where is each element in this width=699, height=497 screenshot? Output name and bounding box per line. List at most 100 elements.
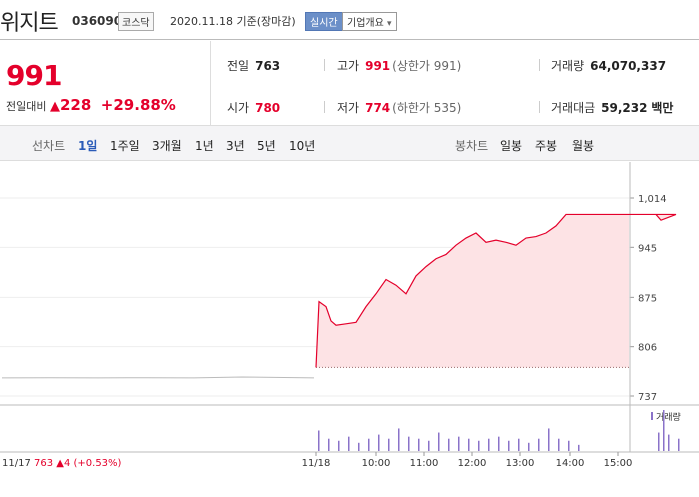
- price-area-fill: [316, 214, 676, 368]
- volume-legend: 거래량: [656, 411, 681, 423]
- market-badge: 코스닥: [118, 12, 154, 31]
- volume-bar: [448, 438, 450, 451]
- low-price-label: 저가: [337, 101, 360, 115]
- volume-bar: [318, 430, 320, 451]
- period-10y[interactable]: 10년: [289, 139, 316, 153]
- price-summary: 전일 763 고가 991 (상한가 991) 거래량 64,070,337 시가 780…: [210, 41, 699, 125]
- volume: 거래량 64,070,337: [551, 57, 666, 74]
- stock-header: 위지트 036090 코스닥 2020.11.18 기준(장마감) 실시간 기업…: [0, 0, 699, 40]
- x-tick-label: 10:00: [362, 458, 391, 469]
- volume-bar: [508, 440, 510, 451]
- prev-close-value: 763: [255, 59, 281, 73]
- current-price: 991: [6, 59, 62, 92]
- volume-bar: [538, 438, 540, 451]
- volume-bar: [528, 442, 530, 451]
- low-price: 저가 774 (하한가 535): [337, 99, 461, 116]
- period-3y[interactable]: 3년: [226, 139, 245, 153]
- prev-close: 전일 763: [227, 57, 280, 74]
- stock-name: 위지트: [0, 11, 59, 36]
- volume-bar: [408, 436, 410, 451]
- change-row: 전일대비 ▲228 +29.88%: [6, 96, 176, 114]
- volume-bar: [358, 442, 360, 451]
- x-tick-label: 11/18: [302, 458, 331, 469]
- price-chart[interactable]: 1,014 945 875 806 737 거래량 11/18 10:00 11:00 12:…: [0, 162, 699, 493]
- x-tick-label: 11:00: [410, 458, 439, 469]
- volume-bar: [428, 440, 430, 451]
- period-1y[interactable]: 1년: [195, 139, 214, 153]
- trade-amount-value: 59,232: [601, 101, 648, 115]
- company-overview-button[interactable]: 기업개요 ▾: [342, 12, 397, 31]
- candle-monthly[interactable]: 월봉: [572, 139, 595, 153]
- volume-bar: [478, 440, 480, 451]
- chevron-down-icon: ▾: [387, 19, 392, 29]
- company-overview-label: 기업개요: [347, 18, 384, 29]
- volume-bar: [368, 438, 370, 451]
- chart-toolbar: 선차트 1일 1주일 3개월 1년 3년 5년 10년 봉차트 일봉 주봉 월봉: [0, 125, 699, 161]
- high-price-label: 고가: [337, 59, 360, 73]
- volume-value: 64,070,337: [590, 59, 667, 73]
- open-price: 시가 780: [227, 99, 280, 116]
- y-tick-label: 737: [638, 392, 657, 403]
- volume-bar: [388, 438, 390, 451]
- volume-bar: [568, 440, 570, 451]
- line-chart-label: 선차트: [32, 139, 66, 153]
- volume-bar: [328, 438, 330, 451]
- high-price: 고가 991 (상한가 991): [337, 57, 461, 74]
- change-value: 228: [59, 96, 92, 114]
- volume-bar: [378, 434, 380, 451]
- period-5y[interactable]: 5년: [257, 139, 276, 153]
- chart-svg: 1,014 945 875 806 737 거래량 11/18 10:00 11:00 12:…: [0, 162, 699, 469]
- volume-bar: [438, 432, 440, 451]
- volume-bar: [548, 428, 550, 451]
- prev-day-label: 11/17: [2, 458, 31, 469]
- prev-day-line: [1, 376, 315, 379]
- volume-label: 거래량: [551, 59, 585, 73]
- x-tick-label: 15:00: [604, 458, 633, 469]
- volume-bar: [668, 434, 670, 451]
- volume-bar: [663, 410, 665, 451]
- period-3m[interactable]: 3개월: [152, 139, 182, 153]
- volume-bar: [658, 432, 660, 451]
- upper-limit: (상한가 991): [392, 59, 462, 73]
- realtime-button[interactable]: 실시간: [305, 12, 343, 31]
- open-price-value: 780: [255, 101, 281, 115]
- trade-amount-label: 거래대금: [551, 101, 596, 115]
- volume-bar: [468, 438, 470, 451]
- up-arrow-icon: ▲: [49, 99, 60, 114]
- open-price-label: 시가: [227, 101, 250, 115]
- change-percent: +29.88%: [100, 96, 176, 114]
- x-tick-label: 13:00: [506, 458, 535, 469]
- prev-close-label: 전일: [227, 59, 250, 73]
- volume-bar: [488, 438, 490, 451]
- volume-bar: [518, 438, 520, 451]
- period-1w[interactable]: 1주일: [110, 139, 140, 153]
- trade-amount-unit: 백만: [651, 101, 674, 115]
- change-label: 전일대비: [6, 100, 47, 113]
- price-line: [315, 213, 677, 368]
- high-price-value: 991: [365, 59, 391, 73]
- volume-bar: [338, 440, 340, 451]
- volume-bar: [458, 436, 460, 451]
- volume-bar: [498, 436, 500, 451]
- x-tick-label: 12:00: [458, 458, 487, 469]
- volume-bar: [578, 444, 580, 451]
- candle-weekly[interactable]: 주봉: [535, 139, 558, 153]
- volume-bar: [678, 438, 680, 451]
- trade-amount: 거래대금 59,232 백만: [551, 99, 673, 116]
- candle-chart-label: 봉차트: [455, 139, 489, 153]
- prev-day-info: 763 ▲4 (+0.53%): [34, 458, 122, 469]
- volume-legend-swatch: [651, 412, 653, 420]
- y-tick-label: 806: [638, 343, 657, 354]
- y-tick-label: 945: [638, 243, 657, 254]
- volume-bar: [398, 428, 400, 451]
- low-price-value: 774: [365, 101, 391, 115]
- x-tick-label: 14:00: [556, 458, 585, 469]
- date-info: 2020.11.18 기준(장마감): [170, 15, 296, 28]
- stock-code: 036090: [72, 14, 123, 28]
- volume-bar: [418, 438, 420, 451]
- price-box: 991 전일대비 ▲228 +29.88%: [0, 41, 210, 125]
- volume-bar: [348, 436, 350, 451]
- lower-limit: (하한가 535): [392, 101, 462, 115]
- candle-daily[interactable]: 일봉: [500, 139, 523, 153]
- period-1d[interactable]: 1일: [78, 139, 98, 153]
